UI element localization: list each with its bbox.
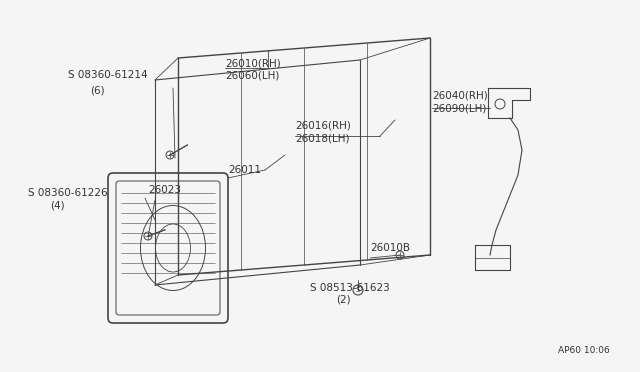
Text: (2): (2): [336, 295, 351, 305]
Text: S: S: [356, 287, 360, 293]
Text: (4): (4): [50, 200, 65, 210]
Text: 26010B: 26010B: [370, 243, 410, 253]
Text: (6): (6): [90, 85, 104, 95]
Text: 26040(RH): 26040(RH): [432, 90, 488, 100]
Text: 26060(LH): 26060(LH): [225, 70, 280, 80]
Text: 26090(LH): 26090(LH): [432, 103, 486, 113]
Text: S 08360-61226: S 08360-61226: [28, 188, 108, 198]
Text: 26011: 26011: [228, 165, 261, 175]
Text: AP60 10:06: AP60 10:06: [558, 346, 610, 355]
Text: S 08513-61623: S 08513-61623: [310, 283, 390, 293]
Text: 26016(RH): 26016(RH): [295, 120, 351, 130]
Text: 26023: 26023: [148, 185, 181, 195]
Text: 26018(LH): 26018(LH): [295, 133, 349, 143]
Text: S 08360-61214: S 08360-61214: [68, 70, 148, 80]
Text: 26010(RH): 26010(RH): [225, 58, 281, 68]
